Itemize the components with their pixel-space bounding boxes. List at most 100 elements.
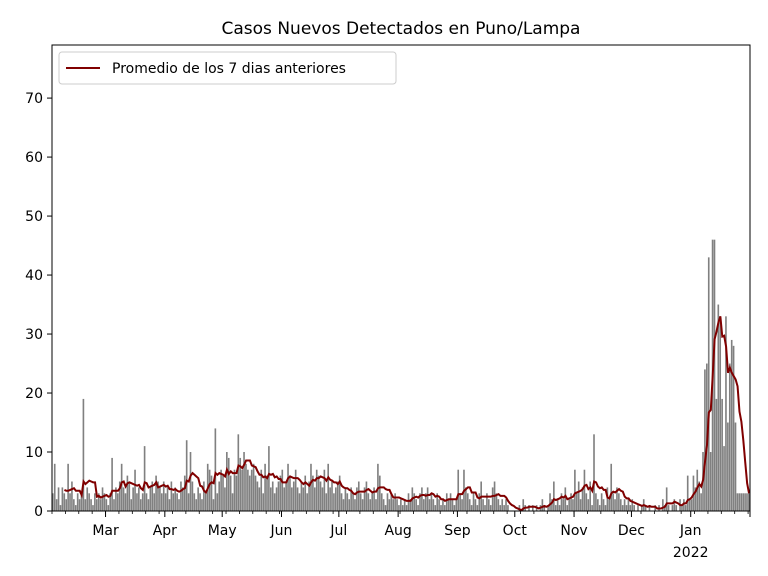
bar (637, 505, 639, 511)
bar (732, 345, 735, 511)
bar (270, 487, 272, 511)
bar (52, 493, 54, 511)
bar (189, 452, 192, 511)
bar (562, 499, 565, 511)
bar (247, 469, 249, 511)
bar (231, 493, 234, 511)
bar (476, 505, 479, 511)
bar (262, 493, 264, 511)
bar (222, 475, 224, 511)
bar (484, 505, 486, 511)
bar (317, 475, 320, 511)
bar (306, 493, 308, 511)
bar (226, 452, 228, 511)
bar (465, 487, 467, 511)
bar (444, 505, 446, 511)
y-tick-label: 20 (25, 386, 43, 402)
bar (203, 481, 205, 511)
bar (138, 487, 140, 511)
bar (717, 304, 720, 511)
bar (595, 493, 597, 511)
bar (474, 499, 477, 511)
bar (558, 505, 561, 511)
bar (134, 469, 136, 511)
bar (738, 493, 741, 511)
bar (662, 499, 664, 511)
bar (667, 505, 670, 511)
bar (143, 446, 146, 511)
bar (172, 493, 175, 511)
bar (191, 481, 194, 511)
bar (323, 469, 326, 511)
bar (606, 487, 609, 511)
bar (478, 493, 481, 511)
bar (684, 505, 687, 511)
bar (170, 481, 173, 511)
bar (380, 493, 383, 511)
chart-title: Casos Nuevos Detectados en Puno/Lampa (222, 19, 581, 39)
bar (721, 398, 723, 511)
bar (740, 493, 743, 511)
y-tick-label: 40 (25, 268, 43, 284)
bar (461, 499, 463, 511)
bar (266, 475, 268, 511)
bar (335, 487, 337, 511)
bar (279, 475, 282, 511)
bar (346, 493, 349, 511)
bar (289, 475, 291, 511)
bar (549, 493, 551, 511)
bar (273, 493, 276, 511)
bar (384, 505, 387, 511)
bar (300, 481, 303, 511)
bar (141, 493, 144, 511)
bar (541, 499, 544, 511)
bar (501, 499, 504, 511)
bar (407, 493, 410, 511)
bar (147, 499, 150, 511)
bar (53, 463, 56, 511)
bar (396, 499, 398, 511)
bar (696, 469, 699, 511)
bar (671, 505, 674, 511)
bar (88, 493, 90, 511)
bar (398, 505, 400, 511)
bar (470, 505, 473, 511)
bar (675, 505, 678, 511)
bar (583, 469, 586, 511)
bar (625, 505, 628, 511)
x-tick-label: Mar (92, 523, 119, 539)
bar (604, 505, 607, 511)
bar (67, 463, 69, 511)
bar (124, 493, 127, 511)
bar (736, 493, 739, 511)
bar (130, 499, 133, 511)
bar (503, 505, 505, 511)
y-tick-label: 70 (25, 91, 43, 107)
bar (78, 499, 81, 511)
bar (709, 452, 712, 511)
bar (97, 493, 100, 511)
bar (560, 493, 563, 511)
bar (663, 505, 666, 511)
bar (310, 463, 312, 511)
bar (178, 499, 180, 511)
bar (118, 481, 121, 511)
bar (572, 499, 574, 511)
bar (715, 398, 718, 511)
bar (220, 469, 222, 511)
bar (528, 505, 530, 511)
legend: Promedio de los 7 dias anteriores (58, 51, 397, 85)
bar (379, 475, 381, 511)
bar (105, 499, 108, 511)
bar (597, 499, 599, 511)
bar (319, 481, 322, 511)
bar (224, 487, 226, 511)
bar (201, 499, 203, 511)
bar (394, 493, 396, 511)
bar (157, 481, 159, 511)
bar (291, 487, 293, 511)
bar (631, 499, 634, 511)
bar (556, 499, 559, 511)
bar (268, 446, 270, 511)
bar (344, 487, 347, 511)
